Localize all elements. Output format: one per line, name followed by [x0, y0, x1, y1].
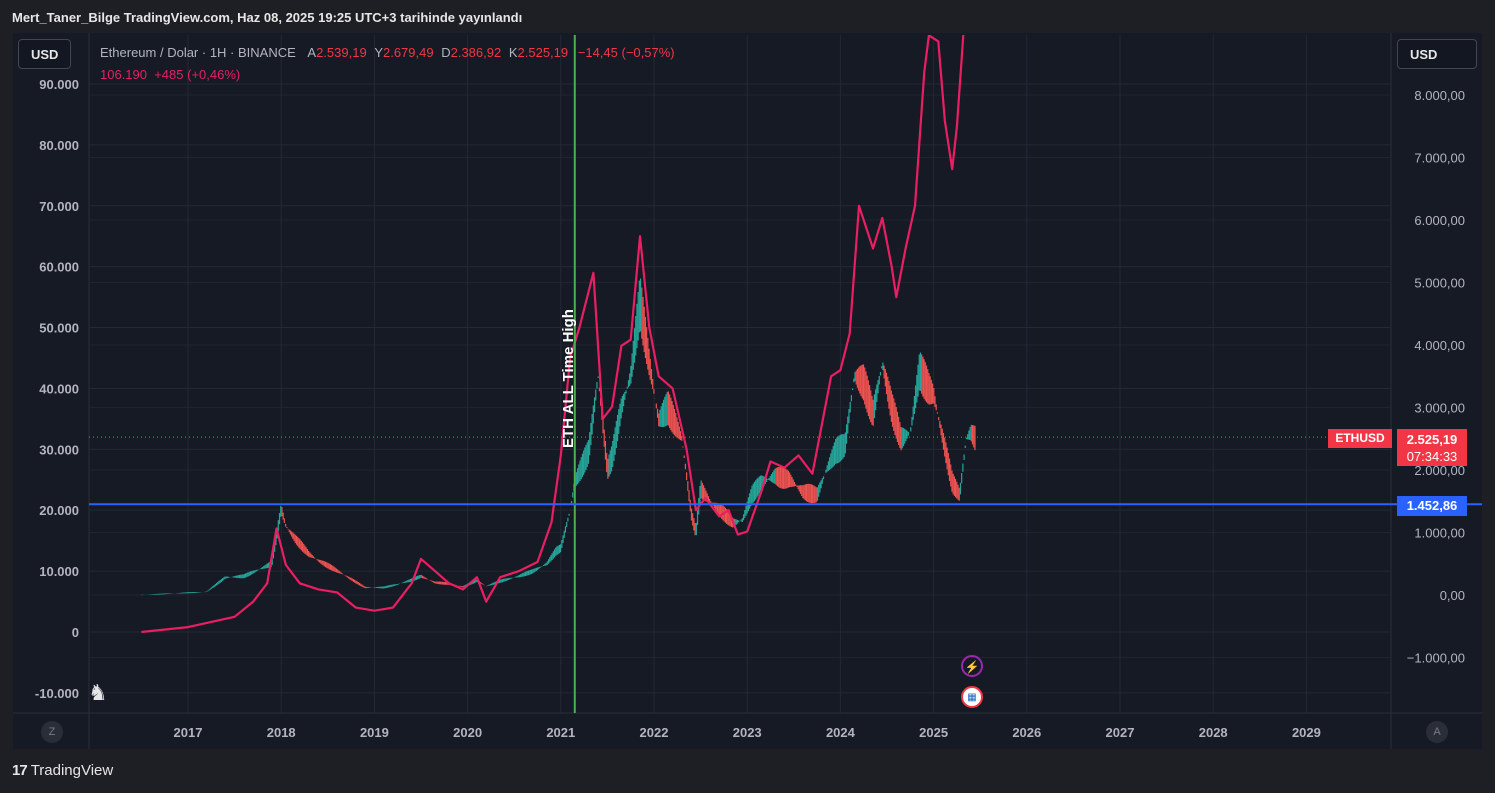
left-axis-tick-label: 10.000: [39, 564, 79, 579]
time-axis-tick-label: 2023: [733, 725, 762, 740]
left-axis-tick-label: 20.000: [39, 503, 79, 518]
time-axis-tick-label: 2018: [267, 725, 296, 740]
time-axis-tick-label: 2024: [826, 725, 856, 740]
last-price-value: 2.525,19: [1406, 432, 1458, 447]
lightning-event-icon[interactable]: ⚡: [961, 655, 983, 677]
symbol-price-label: ETHUSD: [1328, 429, 1392, 448]
right-axis-tick-label: 5.000,00: [1414, 276, 1465, 291]
right-axis-tick-label: 7.000,00: [1414, 151, 1465, 166]
last-price-tag: 2.525,19 07:34:33: [1397, 429, 1467, 466]
left-axis-tick-label: 40.000: [39, 381, 79, 396]
left-axis-tick-label: 60.000: [39, 260, 79, 275]
time-axis-tick-label: 2021: [546, 725, 575, 740]
hline-price-tag: 1.452,86: [1397, 496, 1467, 516]
time-axis-tick-label: 2029: [1292, 725, 1321, 740]
time-axis-tick-label: 2026: [1012, 725, 1041, 740]
right-axis-tick-label: 1.000,00: [1414, 526, 1465, 541]
time-axis-tick-label: 2025: [919, 725, 948, 740]
right-axis-tick-label: 6.000,00: [1414, 213, 1465, 228]
left-axis-tick-label: 80.000: [39, 138, 79, 153]
us-flag-event-icon[interactable]: ▦: [961, 686, 983, 708]
price-chart[interactable]: 90.000 80.000 70.000 60.000 50.000 40.000 30.0…: [13, 33, 1482, 749]
dino-icon[interactable]: ♞: [88, 680, 108, 705]
close-label: K: [508, 45, 518, 60]
time-axis-tick-label: 2019: [360, 725, 389, 740]
open-label: A: [307, 45, 317, 60]
eth-bars-group: [140, 278, 976, 596]
tradingview-logo[interactable]: 17 TradingView: [12, 762, 113, 779]
auto-scale-left-button[interactable]: Z: [41, 721, 63, 743]
low-label: D: [441, 45, 451, 60]
right-axis-tick-label: 8.000,00: [1414, 88, 1465, 103]
high-value: 2.679,49: [382, 45, 434, 60]
time-axis-tick-label: 2017: [174, 725, 203, 740]
right-currency-button[interactable]: USD: [1397, 39, 1477, 69]
left-axis-tick-label: 0: [72, 625, 79, 640]
left-axis-tick-label: 30.000: [39, 442, 79, 457]
close-value: 2.525,19: [517, 45, 569, 60]
right-axis-tick-label: −1.000,00: [1407, 651, 1465, 666]
tradingview-logo-icon: 17: [12, 762, 28, 779]
tradingview-logo-text: TradingView: [30, 762, 114, 779]
ath-annotation-label: ETH ALL Time High: [560, 309, 577, 448]
overlay-series-line: [141, 35, 965, 634]
high-label: Y: [374, 45, 383, 60]
symbol-name[interactable]: Ethereum / Dolar · 1H · BINANCE: [100, 45, 296, 60]
right-axis-tick-label: 3.000,00: [1414, 401, 1465, 416]
auto-scale-right-button[interactable]: A: [1426, 721, 1448, 743]
right-axis-tick-label: 4.000,00: [1414, 338, 1465, 353]
time-axis-tick-label: 2028: [1199, 725, 1228, 740]
right-axis-tick-label: 0,00: [1440, 588, 1465, 603]
publish-caption: Mert_Taner_Bilge TradingView.com, Haz 08…: [12, 10, 523, 25]
right-axis-tick-label: 2.000,00: [1414, 463, 1465, 478]
change-value: −14,45 (−0,57%): [577, 45, 675, 60]
open-value: 2.539,19: [316, 45, 367, 60]
left-axis-tick-label: 70.000: [39, 199, 79, 214]
bar-countdown: 07:34:33: [1406, 449, 1458, 464]
left-axis-tick-label: 50.000: [39, 321, 79, 336]
time-axis-tick-label: 2020: [453, 725, 482, 740]
left-axis-tick-label: 90.000: [39, 77, 79, 92]
low-value: 2.386,92: [450, 45, 502, 60]
symbol-legend: Ethereum / Dolar · 1H · BINANCE A2.539,1…: [100, 45, 675, 60]
left-axis-tick-label: -10.000: [35, 686, 79, 701]
time-axis-tick-label: 2027: [1106, 725, 1135, 740]
time-axis-tick-label: 2022: [640, 725, 669, 740]
overlay-legend: 106.190 +485 (+0,46%): [100, 67, 241, 82]
left-currency-button[interactable]: USD: [18, 39, 72, 69]
